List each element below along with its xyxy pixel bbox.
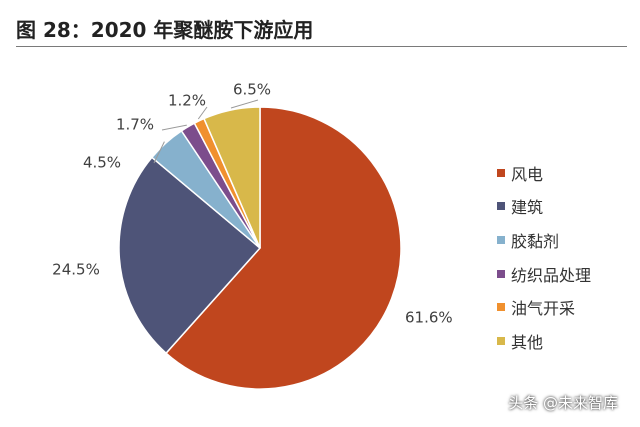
legend-item-4: 纺织品处理 <box>497 257 591 291</box>
legend-swatch <box>497 303 505 312</box>
data-label-2: 24.5% <box>52 261 100 279</box>
leader-line-3 <box>153 141 165 164</box>
legend-label: 纺织品处理 <box>511 265 592 285</box>
legend-label: 风电 <box>511 164 544 184</box>
watermark: 头条 @未来智库 <box>508 394 618 412</box>
legend-label: 油气开采 <box>511 299 576 319</box>
legend-item-2: 建筑 <box>497 190 591 224</box>
title-divider <box>16 46 627 47</box>
pie-slice-6 <box>203 106 261 249</box>
legend-label: 建筑 <box>511 198 544 218</box>
pie-slice-2 <box>118 156 262 355</box>
legend-item-1: 风电 <box>497 156 591 190</box>
leader-line-6 <box>230 99 259 109</box>
legend-item-3: 胶黏剂 <box>497 223 591 257</box>
leader-line-4 <box>161 124 187 131</box>
legend-swatch <box>497 336 505 345</box>
data-label-3: 4.5% <box>83 154 121 172</box>
legend-swatch <box>497 269 505 278</box>
legend-swatch <box>497 202 505 211</box>
data-label-5: 1.2% <box>168 92 206 110</box>
chart-title: 图 28：2020 年聚醚胺下游应用 <box>16 18 314 42</box>
pie-slice-1 <box>165 106 402 390</box>
legend-label: 其他 <box>511 332 544 352</box>
data-label-6: 6.5% <box>233 81 271 99</box>
legend-swatch <box>497 168 505 177</box>
data-label-1: 61.6% <box>405 309 453 327</box>
chart-legend: 风电建筑胶黏剂纺织品处理油气开采其他 <box>497 156 591 358</box>
legend-item-5: 油气开采 <box>497 290 591 324</box>
leader-line-5 <box>197 106 208 120</box>
legend-item-6: 其他 <box>497 324 591 358</box>
legend-swatch <box>497 235 505 244</box>
data-label-4: 1.7% <box>116 116 154 134</box>
legend-label: 胶黏剂 <box>511 231 560 251</box>
